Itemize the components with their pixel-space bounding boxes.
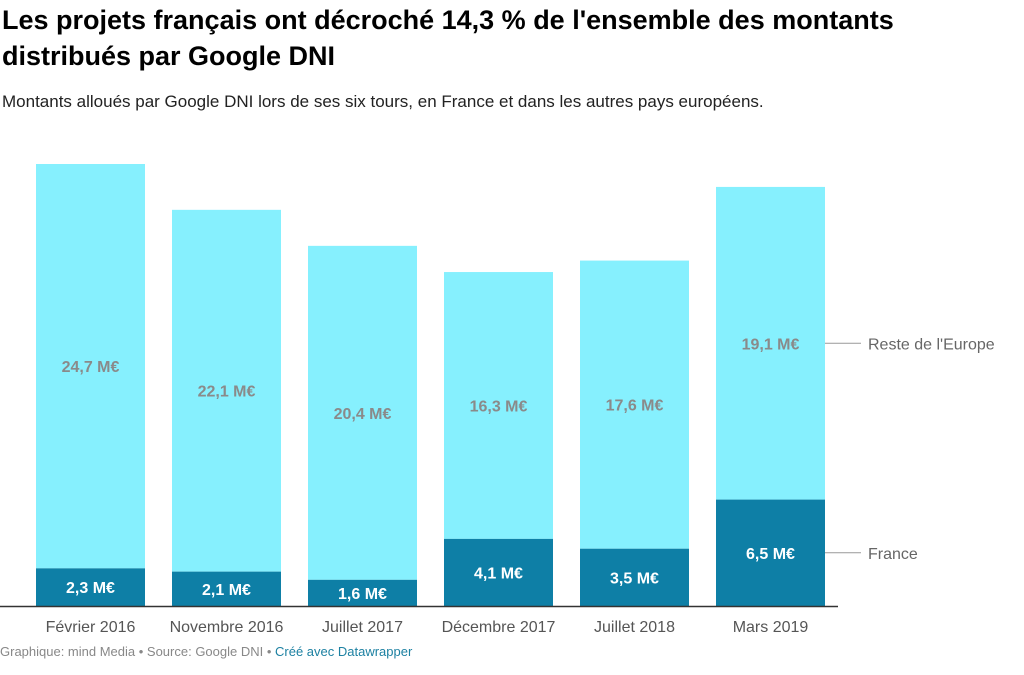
bar-france (172, 571, 281, 606)
bar-france (308, 579, 417, 606)
x-tick-label: Décembre 2017 (442, 619, 556, 636)
legend-label-france: France (868, 546, 918, 563)
stacked-bar-chart: 24,7 M€ 2,3 M€ Février 2016 22,1 M€ 2,1 M€ No… (0, 164, 995, 636)
x-tick-label: Novembre 2016 (170, 619, 284, 636)
value-label-reste: 22,1 M€ (198, 384, 256, 401)
bar-france (444, 538, 553, 606)
bar-reste-europe (172, 209, 281, 572)
bar-reste-europe (716, 186, 825, 500)
bar-reste-europe (444, 272, 553, 539)
x-tick-label: Juillet 2017 (322, 619, 403, 636)
value-label-reste: 16,3 M€ (470, 398, 528, 415)
value-label-france: 3,5 M€ (610, 570, 659, 587)
legend-label-reste: Reste de l'Europe (868, 336, 995, 353)
x-tick-label: Mars 2019 (733, 619, 809, 636)
bar-france (580, 548, 689, 606)
x-tick-label: Juillet 2018 (594, 619, 675, 636)
bar-france (36, 568, 145, 606)
chart-subtitle: Montants alloués par Google DNI lors de … (2, 92, 764, 111)
bar-reste-europe (580, 260, 689, 549)
bar-reste-europe (36, 164, 145, 569)
value-label-france: 2,1 M€ (202, 582, 251, 599)
value-label-reste: 24,7 M€ (62, 359, 120, 376)
value-label-reste: 20,4 M€ (334, 406, 392, 423)
value-label-reste: 17,6 M€ (606, 398, 664, 415)
datawrapper-link[interactable]: Créé avec Datawrapper (275, 644, 413, 659)
value-label-france: 1,6 M€ (338, 586, 387, 603)
bar-france (716, 499, 825, 606)
value-label-france: 2,3 M€ (66, 580, 115, 597)
footer-credit: Graphique: mind Media • Source: Google D… (0, 644, 276, 659)
bar-reste-europe (308, 245, 417, 580)
chart-title: Les projets français ont décroché 14,3 %… (2, 5, 894, 71)
value-label-france: 6,5 M€ (746, 546, 795, 563)
value-label-france: 4,1 M€ (474, 565, 523, 582)
value-label-reste: 19,1 M€ (742, 336, 800, 353)
footer: Graphique: mind Media • Source: Google D… (0, 644, 412, 659)
x-tick-label: Février 2016 (46, 619, 136, 636)
